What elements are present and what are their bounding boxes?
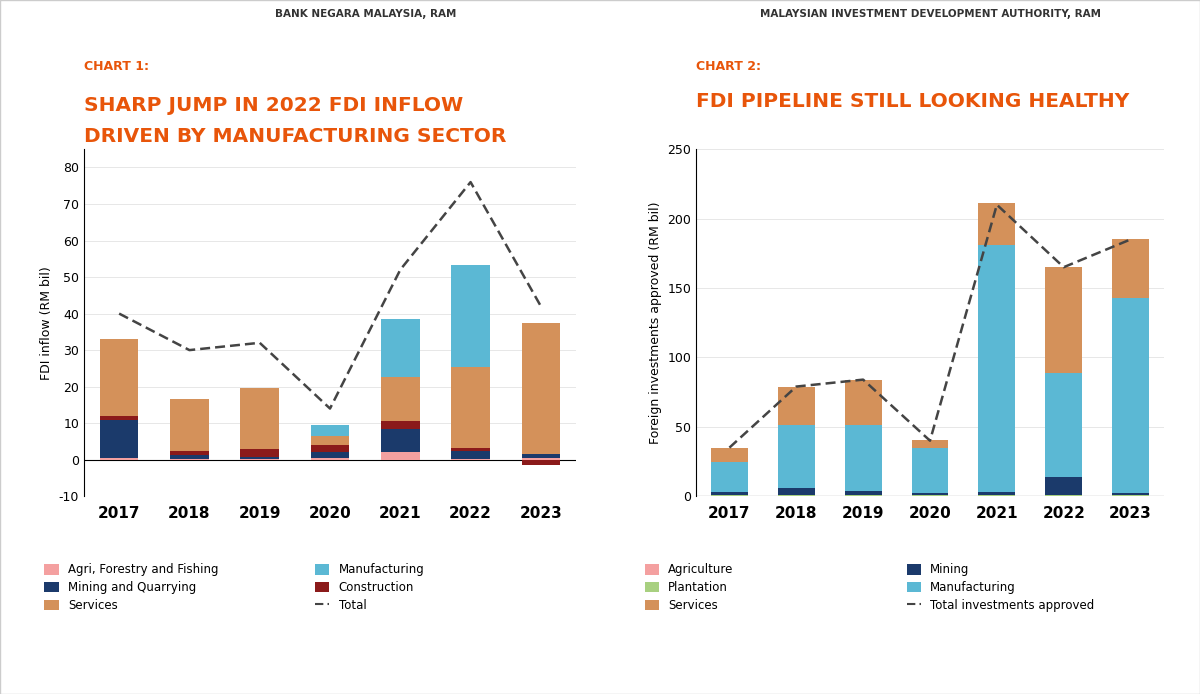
Bar: [240, 450, 280, 457]
Bar: [311, 452, 349, 458]
Y-axis label: Foreign investments approved (RM bil): Foreign investments approved (RM bil): [649, 201, 661, 444]
Bar: [912, 493, 948, 495]
Y-axis label: FDI inflow (RM bil): FDI inflow (RM bil): [41, 266, 53, 380]
Text: DRIVEN BY MANUFACTURING SECTOR: DRIVEN BY MANUFACTURING SECTOR: [84, 127, 506, 146]
Legend: Mining, Manufacturing, Total investments approved: Mining, Manufacturing, Total investments…: [902, 559, 1099, 616]
Bar: [451, 451, 490, 459]
Bar: [1112, 239, 1148, 298]
Bar: [451, 367, 490, 448]
Bar: [978, 492, 1015, 495]
Bar: [100, 339, 138, 416]
Bar: [845, 425, 882, 491]
Bar: [1112, 298, 1148, 493]
Bar: [240, 411, 280, 457]
Text: BANK NEGARA MALAYSIA, RAM: BANK NEGARA MALAYSIA, RAM: [275, 9, 457, 19]
Bar: [845, 491, 882, 495]
Bar: [451, 265, 490, 451]
Bar: [170, 400, 209, 451]
Bar: [311, 458, 349, 459]
Bar: [522, 454, 560, 458]
Bar: [1045, 477, 1082, 495]
Bar: [100, 394, 138, 419]
Bar: [912, 440, 948, 448]
Bar: [380, 421, 420, 429]
Bar: [712, 492, 748, 495]
Text: SHARP JUMP IN 2022 FDI INFLOW: SHARP JUMP IN 2022 FDI INFLOW: [84, 96, 463, 115]
Bar: [778, 488, 815, 495]
Bar: [380, 429, 420, 452]
Text: MALAYSIAN INVESTMENT DEVELOPMENT AUTHORITY, RAM: MALAYSIAN INVESTMENT DEVELOPMENT AUTHORI…: [760, 9, 1100, 19]
Bar: [978, 203, 1015, 245]
Bar: [978, 245, 1015, 492]
Bar: [1112, 493, 1148, 495]
Bar: [311, 425, 349, 452]
Bar: [380, 319, 420, 429]
Bar: [170, 455, 209, 459]
Bar: [240, 389, 280, 450]
Bar: [712, 462, 748, 492]
Bar: [100, 458, 138, 459]
Bar: [778, 425, 815, 488]
Bar: [522, 323, 560, 454]
Bar: [712, 448, 748, 462]
Bar: [912, 448, 948, 493]
Bar: [170, 405, 209, 455]
Bar: [100, 419, 138, 458]
Bar: [778, 387, 815, 425]
Bar: [522, 458, 560, 459]
Text: CHART 2:: CHART 2:: [696, 60, 761, 73]
Bar: [311, 445, 349, 452]
Bar: [100, 416, 138, 419]
Bar: [522, 459, 560, 465]
Bar: [380, 452, 420, 459]
Bar: [845, 380, 882, 425]
Bar: [311, 436, 349, 445]
Bar: [170, 451, 209, 455]
Legend: Manufacturing, Construction, Total: Manufacturing, Construction, Total: [311, 559, 430, 616]
Bar: [240, 457, 280, 459]
Text: CHART 1:: CHART 1:: [84, 60, 149, 73]
Bar: [380, 378, 420, 421]
Bar: [1045, 373, 1082, 477]
Text: FDI PIPELINE STILL LOOKING HEALTHY: FDI PIPELINE STILL LOOKING HEALTHY: [696, 92, 1129, 111]
Bar: [522, 432, 560, 454]
Bar: [1045, 267, 1082, 373]
Bar: [451, 448, 490, 451]
